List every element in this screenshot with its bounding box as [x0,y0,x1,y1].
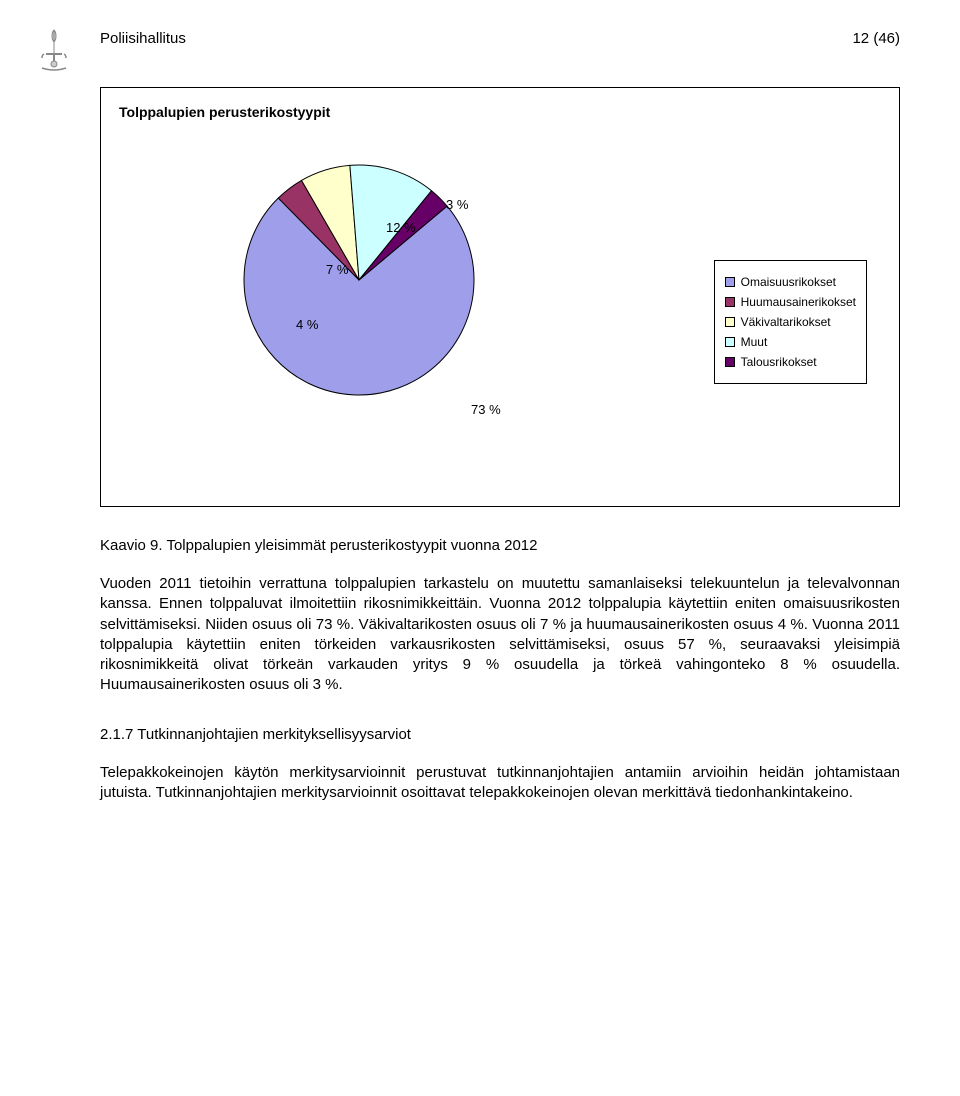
chart-legend: Omaisuusrikokset Huumausainerikokset Väkiv… [714,260,867,384]
pie-chart-box: Tolppalupien perusterikostyypit 73 %4 %7… [100,87,900,507]
legend-swatch [725,337,735,347]
legend-label: Muut [741,335,768,349]
body-paragraph-2: Telepakkokeinojen käytön merkitysarvioin… [100,763,900,804]
legend-label: Huumausainerikokset [741,295,856,309]
page-header: Poliisihallitus 12 (46) [100,30,900,47]
legend-label: Omaisuusrikokset [741,275,836,289]
chart-area: 73 % 4 % 7 % 12 % 3 % Omaisuusrikokset Huumau… [119,140,881,440]
sword-logo [38,28,70,77]
org-name: Poliisihallitus [100,30,186,47]
legend-swatch [725,277,735,287]
legend-swatch [725,357,735,367]
legend-item: Väkivaltarikokset [725,315,856,329]
legend-item: Talousrikokset [725,355,856,369]
chart-title: Tolppalupien perusterikostyypit [119,104,881,120]
chart-caption: Kaavio 9. Tolppalupien yleisimmät perust… [100,537,900,554]
legend-swatch [725,297,735,307]
pie-chart [239,160,479,405]
legend-swatch [725,317,735,327]
legend-item: Huumausainerikokset [725,295,856,309]
pie-slice-label: 12 % [386,220,416,235]
legend-label: Väkivaltarikokset [741,315,831,329]
pie-slice-label: 3 % [446,197,468,212]
legend-item: Omaisuusrikokset [725,275,856,289]
pie-slice-label: 7 % [326,262,348,277]
legend-item: Muut [725,335,856,349]
section-heading: 2.1.7 Tutkinnanjohtajien merkityksellisy… [100,726,900,743]
pie-slice-label: 4 % [296,317,318,332]
legend-label: Talousrikokset [741,355,817,369]
body-paragraph-1: Vuoden 2011 tietoihin verrattuna tolppal… [100,574,900,696]
page-number: 12 (46) [852,30,900,47]
pie-slice-label: 73 % [471,402,501,417]
